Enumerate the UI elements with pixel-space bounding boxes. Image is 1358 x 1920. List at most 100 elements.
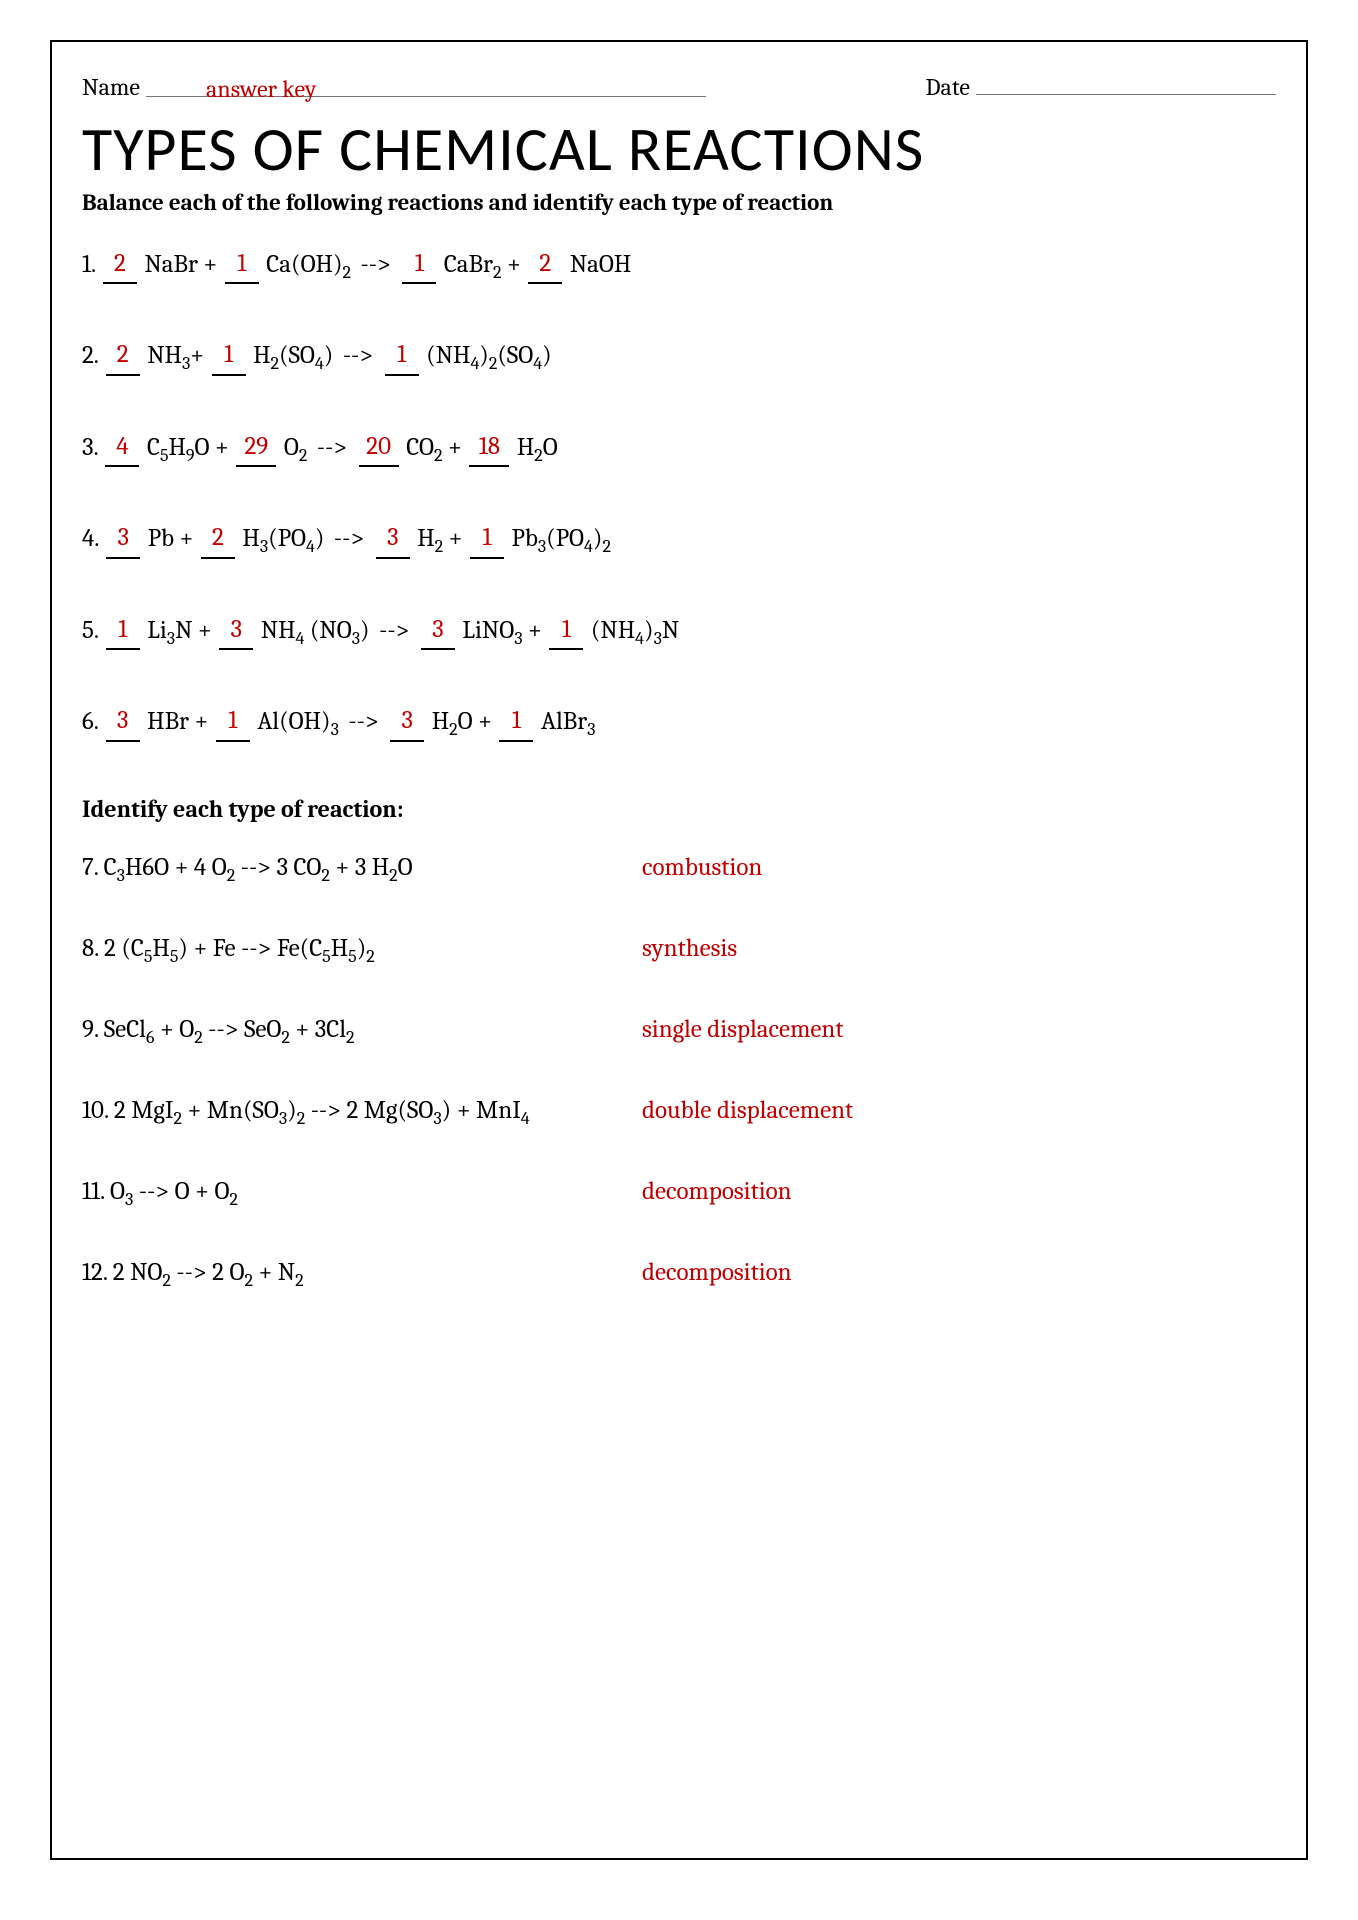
chemical-equation: SeCl6 + O2 --> SeO2 + 3Cl2 (104, 1015, 355, 1044)
identify-problem: 11. O3 --> O + O2decomposition (82, 1177, 1276, 1206)
page: Name answer key Date TYPES OF CHEMICAL R… (0, 0, 1358, 1920)
problem-number: 11. (82, 1177, 110, 1206)
date-block: Date (926, 66, 1276, 101)
identify-equation: 7. C3H6O + 4 O2 --> 3 CO2 + 3 H2O (82, 853, 642, 882)
chemical-formula: NH4 (NO3) (261, 616, 370, 645)
identify-problem: 10. 2 MgI2 + Mn(SO3)2 --> 2 Mg(SO3) + Mn… (82, 1096, 1276, 1125)
chemical-formula: LiNO3 (462, 616, 522, 645)
reaction-arrow: --> (328, 524, 369, 553)
chemical-equation: 2 NO2 --> 2 O2 + N2 (113, 1258, 304, 1287)
chemical-formula: HBr (147, 707, 189, 736)
coefficient-blank: 2 (103, 245, 137, 285)
balance-problem: 2. 2 NH3+ 1 H2(SO4) --> 1 (NH4)2(SO4) (82, 337, 1276, 377)
chemical-formula: H2O (432, 707, 473, 736)
problem-number: 5. (82, 616, 104, 645)
coefficient-blank: 1 (225, 245, 259, 285)
problem-number: 7. (82, 853, 104, 882)
plus: + (192, 616, 217, 645)
chemical-formula: Pb3(PO4)2 (512, 524, 611, 553)
identify-problem: 12. 2 NO2 --> 2 O2 + N2decomposition (82, 1258, 1276, 1287)
coefficient-blank: 18 (469, 428, 509, 468)
chemical-formula: AlBr3 (541, 707, 595, 736)
coefficient-blank: 3 (390, 702, 424, 742)
problem-number: 12. (82, 1258, 113, 1287)
coefficient-blank: 2 (528, 245, 562, 285)
coefficient-blank: 2 (106, 336, 140, 376)
reaction-type-answer: synthesis (642, 934, 737, 963)
problem-number: 2. (82, 341, 104, 370)
coefficient-blank: 1 (499, 702, 533, 742)
chemical-formula: (NH4)3N (591, 616, 679, 645)
chemical-formula: NaBr (144, 250, 197, 279)
chemical-formula: O2 (284, 433, 307, 462)
name-block: Name answer key (82, 73, 706, 101)
chemical-formula: Pb (148, 524, 174, 553)
balance-problem: 4. 3 Pb + 2 H3(PO4) --> 3 H2 + 1 Pb3(PO4… (82, 520, 1276, 560)
reaction-arrow: --> (311, 433, 352, 462)
identify-equation: 11. O3 --> O + O2 (82, 1177, 642, 1206)
chemical-equation: 2 MgI2 + Mn(SO3)2 --> 2 Mg(SO3) + MnI4 (114, 1096, 530, 1125)
reaction-type-answer: decomposition (642, 1258, 792, 1287)
chemical-equation: 2 (C5H5) + Fe --> Fe(C5H5)2 (104, 934, 375, 963)
coefficient-blank: 3 (376, 519, 410, 559)
date-line (976, 66, 1276, 95)
identify-equation: 10. 2 MgI2 + Mn(SO3)2 --> 2 Mg(SO3) + Mn… (82, 1096, 642, 1125)
reaction-arrow: --> (337, 341, 378, 370)
identify-problem: 8. 2 (C5H5) + Fe --> Fe(C5H5)2 synthesis (82, 934, 1276, 963)
chemical-formula: NaOH (570, 250, 631, 279)
plus: + (501, 250, 526, 279)
chemical-equation: C3H6O + 4 O2 --> 3 CO2 + 3 H2O (104, 853, 413, 882)
plus: + (174, 524, 199, 553)
balance-problems: 1. 2 NaBr + 1 Ca(OH)2 --> 1 CaBr2 + 2 Na… (82, 246, 1276, 743)
problem-number: 6. (82, 707, 104, 736)
header-row: Name answer key Date (82, 62, 1276, 101)
balance-problem: 5. 1 Li3N + 3 NH4 (NO3) --> 3 LiNO3 + 1 … (82, 612, 1276, 652)
identify-problems: 7. C3H6O + 4 O2 --> 3 CO2 + 3 H2Ocombust… (82, 853, 1276, 1287)
coefficient-blank: 1 (385, 336, 419, 376)
reaction-type-answer: double displacement (642, 1096, 853, 1125)
chemical-formula: H2O (517, 433, 558, 462)
coefficient-blank: 29 (236, 428, 276, 468)
plus: + (189, 707, 214, 736)
problem-number: 1. (82, 250, 101, 279)
plus: + (198, 250, 223, 279)
date-label: Date (926, 73, 970, 101)
coefficient-blank: 20 (359, 428, 399, 468)
reaction-arrow: --> (343, 707, 384, 736)
identify-equation: 12. 2 NO2 --> 2 O2 + N2 (82, 1258, 642, 1287)
chemical-formula: Al(OH)3 (257, 707, 339, 736)
plus: + (443, 524, 468, 553)
identify-problem: 7. C3H6O + 4 O2 --> 3 CO2 + 3 H2Ocombust… (82, 853, 1276, 882)
plus: + (523, 616, 548, 645)
coefficient-blank: 1 (106, 611, 140, 651)
reaction-type-answer: combustion (642, 853, 762, 882)
name-line: answer key (146, 73, 706, 97)
coefficient-blank: 1 (216, 702, 250, 742)
instructions: Balance each of the following reactions … (82, 189, 1276, 216)
plus: + (443, 433, 468, 462)
reaction-arrow: --> (374, 616, 415, 645)
identify-label: Identify each type of reaction: (82, 795, 1276, 823)
coefficient-blank: 1 (402, 245, 436, 285)
chemical-formula: Ca(OH)2 (266, 250, 351, 279)
chemical-formula: C5H9O (147, 433, 210, 462)
plus: + (190, 341, 209, 370)
coefficient-blank: 2 (201, 519, 235, 559)
chemical-formula: H3(PO4) (242, 524, 324, 553)
coefficient-blank: 3 (106, 519, 140, 559)
coefficient-blank: 1 (470, 519, 504, 559)
problem-number: 10. (82, 1096, 114, 1125)
problem-number: 9. (82, 1015, 104, 1044)
chemical-formula: H2 (417, 524, 443, 553)
coefficient-blank: 3 (106, 702, 140, 742)
coefficient-blank: 3 (219, 611, 253, 651)
problem-number: 8. (82, 934, 104, 963)
problem-number: 4. (82, 524, 104, 553)
chemical-equation: O3 --> O + O2 (110, 1177, 238, 1206)
coefficient-blank: 1 (212, 336, 246, 376)
reaction-arrow: --> (355, 250, 396, 279)
name-label: Name (82, 73, 140, 101)
balance-problem: 3. 4 C5H9O + 29 O2 --> 20 CO2 + 18 H2O (82, 429, 1276, 469)
chemical-formula: (NH4)2(SO4) (426, 341, 551, 370)
worksheet-frame: Name answer key Date TYPES OF CHEMICAL R… (50, 40, 1308, 1860)
